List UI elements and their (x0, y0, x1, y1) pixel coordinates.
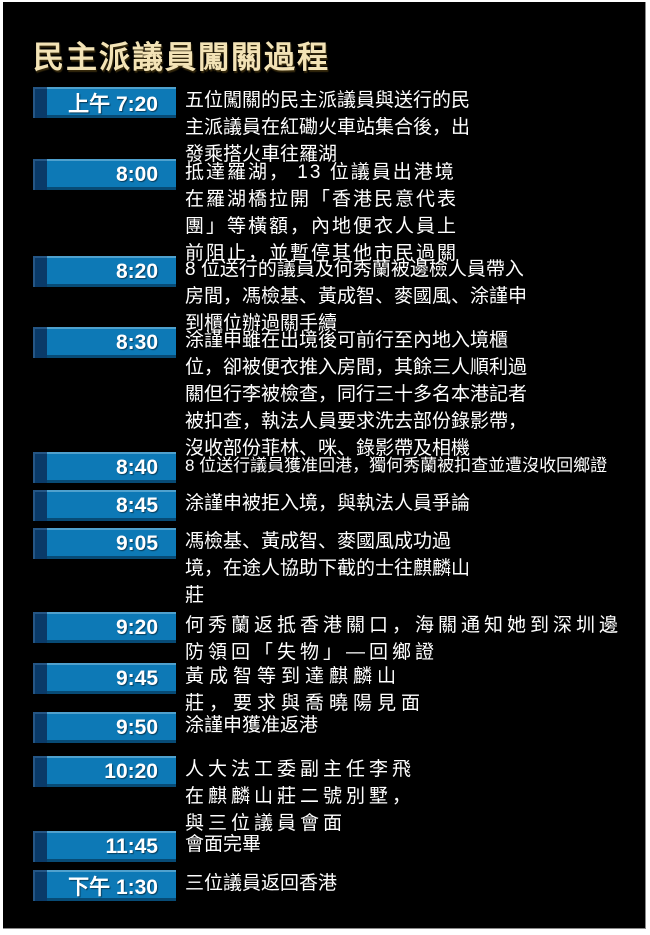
time-badge: 8:20 (33, 256, 176, 287)
event-time: 9:50 (115, 715, 158, 739)
badge-stripe (33, 712, 47, 743)
event-description: 三位議員返回香港 (185, 873, 338, 894)
page-title: 民主派議員闖關過程 (33, 40, 330, 75)
event-description: 五位闖關的民主派議員與送行的民 主派議員在紅磡火車站集合後，出 發乘搭火車往羅湖 (185, 90, 471, 165)
event-time: 下午 1:30 (68, 875, 158, 899)
badge-stripe (33, 452, 47, 483)
badge-stripe (33, 663, 47, 694)
time-badge: 11:45 (33, 831, 176, 862)
badge-stripe (33, 756, 47, 787)
time-badge: 8:45 (33, 490, 176, 521)
event-time: 11:45 (105, 834, 158, 858)
event-description: 人大法工委副主任李飛 在麒麟山莊二號別墅， 與三位議員會面 (185, 759, 416, 834)
time-badge: 9:45 (33, 663, 176, 694)
event-description: 會面完畢 (185, 834, 262, 855)
time-badge: 下午 1:30 (33, 870, 176, 901)
event-time: 8:00 (115, 162, 158, 186)
event-description: 抵達羅湖， 13 位議員出港境 在羅湖橋拉開「香港民意代表 團」等橫額，內地便衣… (185, 162, 459, 264)
badge-stripe (33, 159, 47, 190)
badge-stripe (33, 87, 47, 118)
event-description: 8 位送行的議員及何秀蘭被邊檢人員帶入 房間，馮檢基、黃成智、麥國風、涂謹申 到… (185, 259, 528, 334)
event-time: 8:45 (115, 493, 158, 517)
badge-stripe (33, 327, 47, 358)
time-badge: 9:05 (33, 528, 176, 559)
event-time: 8:20 (115, 259, 158, 283)
time-badge: 上午 7:20 (33, 87, 176, 118)
time-badge: 9:50 (33, 712, 176, 743)
badge-stripe (33, 870, 47, 901)
event-description: 何秀蘭返抵香港關口，海關通知她到深圳邊 防領回「失物」—回鄉證 (185, 615, 623, 663)
event-time: 10:20 (104, 759, 158, 783)
time-badge: 8:30 (33, 327, 176, 358)
time-badge: 10:20 (33, 756, 176, 787)
badge-stripe (33, 612, 47, 643)
time-badge: 8:00 (33, 159, 176, 190)
infographic-canvas: 民主派議員闖關過程 上午 7:20 五位闖關的民主派議員與送行的民 主派議員在紅… (3, 2, 646, 929)
event-time: 上午 7:20 (68, 92, 158, 116)
event-description: 馮檢基、黃成智、麥國風成功過 境，在途人協助下截的士往麒麟山 莊 (185, 531, 471, 606)
event-time: 8:40 (115, 455, 158, 479)
event-description: 黃成智等到達麒麟山 莊，要求與喬曉陽見面 (185, 666, 426, 714)
event-description: 涂謹申雖在出境後可前行至內地入境櫃 位，卻被便衣推入房間，其餘三人順利過 關但行… (185, 330, 528, 459)
event-time: 8:30 (115, 330, 158, 354)
event-time: 9:05 (115, 531, 158, 555)
event-description: 涂謹申被拒入境，與執法人員爭論 (185, 493, 471, 514)
badge-stripe (33, 490, 47, 521)
event-description: 8 位送行議員獲准回港，獨何秀蘭被扣查並遭沒收回鄉證 (185, 456, 608, 475)
badge-stripe (33, 528, 47, 559)
badge-stripe (33, 831, 47, 862)
time-badge: 9:20 (33, 612, 176, 643)
event-description: 涂謹申獲准返港 (185, 715, 319, 736)
time-badge: 8:40 (33, 452, 176, 483)
event-time: 9:45 (115, 666, 158, 690)
badge-stripe (33, 256, 47, 287)
event-time: 9:20 (115, 615, 158, 639)
